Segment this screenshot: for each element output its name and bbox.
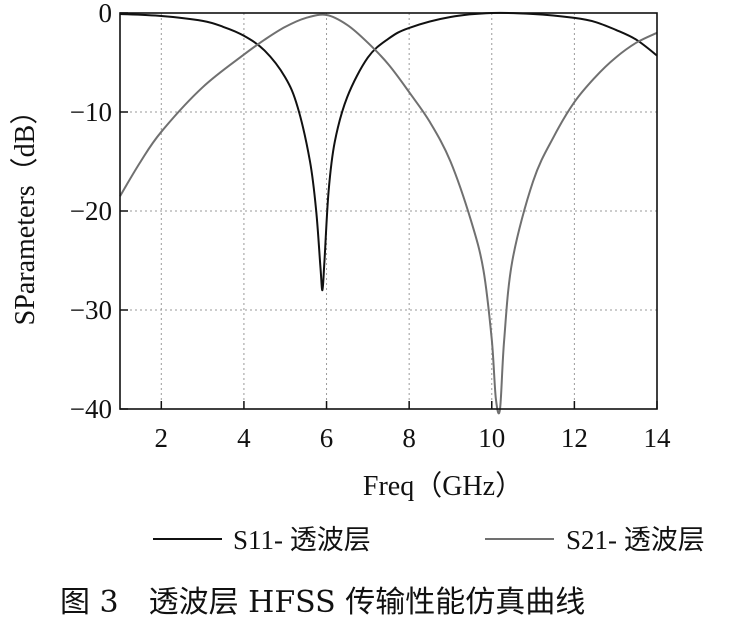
x-tick-label: 8 [402,423,416,453]
s11-line [119,11,658,292]
x-tick-label: 2 [155,423,169,453]
x-tick-label: 10 [478,423,505,453]
grid-lines [120,12,658,410]
legend-label-s21: S21- 透波层 [566,525,705,555]
x-tick-label: 14 [644,423,672,453]
x-axis-title: Freq（GHz） [363,470,523,502]
x-tick-labels: 2 4 6 8 10 12 14 [155,423,671,453]
x-tick-label: 4 [237,423,251,453]
legend-label-s11: S11- 透波层 [233,525,371,555]
x-tick-label: 6 [320,423,334,453]
y-axis-title: SParameters（dB） [9,97,41,326]
legend: S11- 透波层 S21- 透波层 [153,525,705,555]
series-lines [119,11,658,415]
s21-line [119,13,658,415]
x-tick-label: 12 [561,423,588,453]
y-tick-labels: 0 −10 −20 −30 −40 [70,0,112,424]
y-tick-label: −10 [70,97,112,127]
y-tick-label: 0 [99,0,113,28]
axis-ticks [120,12,658,410]
y-tick-label: −30 [70,295,112,325]
figure-caption: 图 3 透波层 HFSS 传输性能仿真曲线 [60,585,585,620]
y-tick-label: −20 [70,196,112,226]
y-tick-label: −40 [70,394,112,424]
